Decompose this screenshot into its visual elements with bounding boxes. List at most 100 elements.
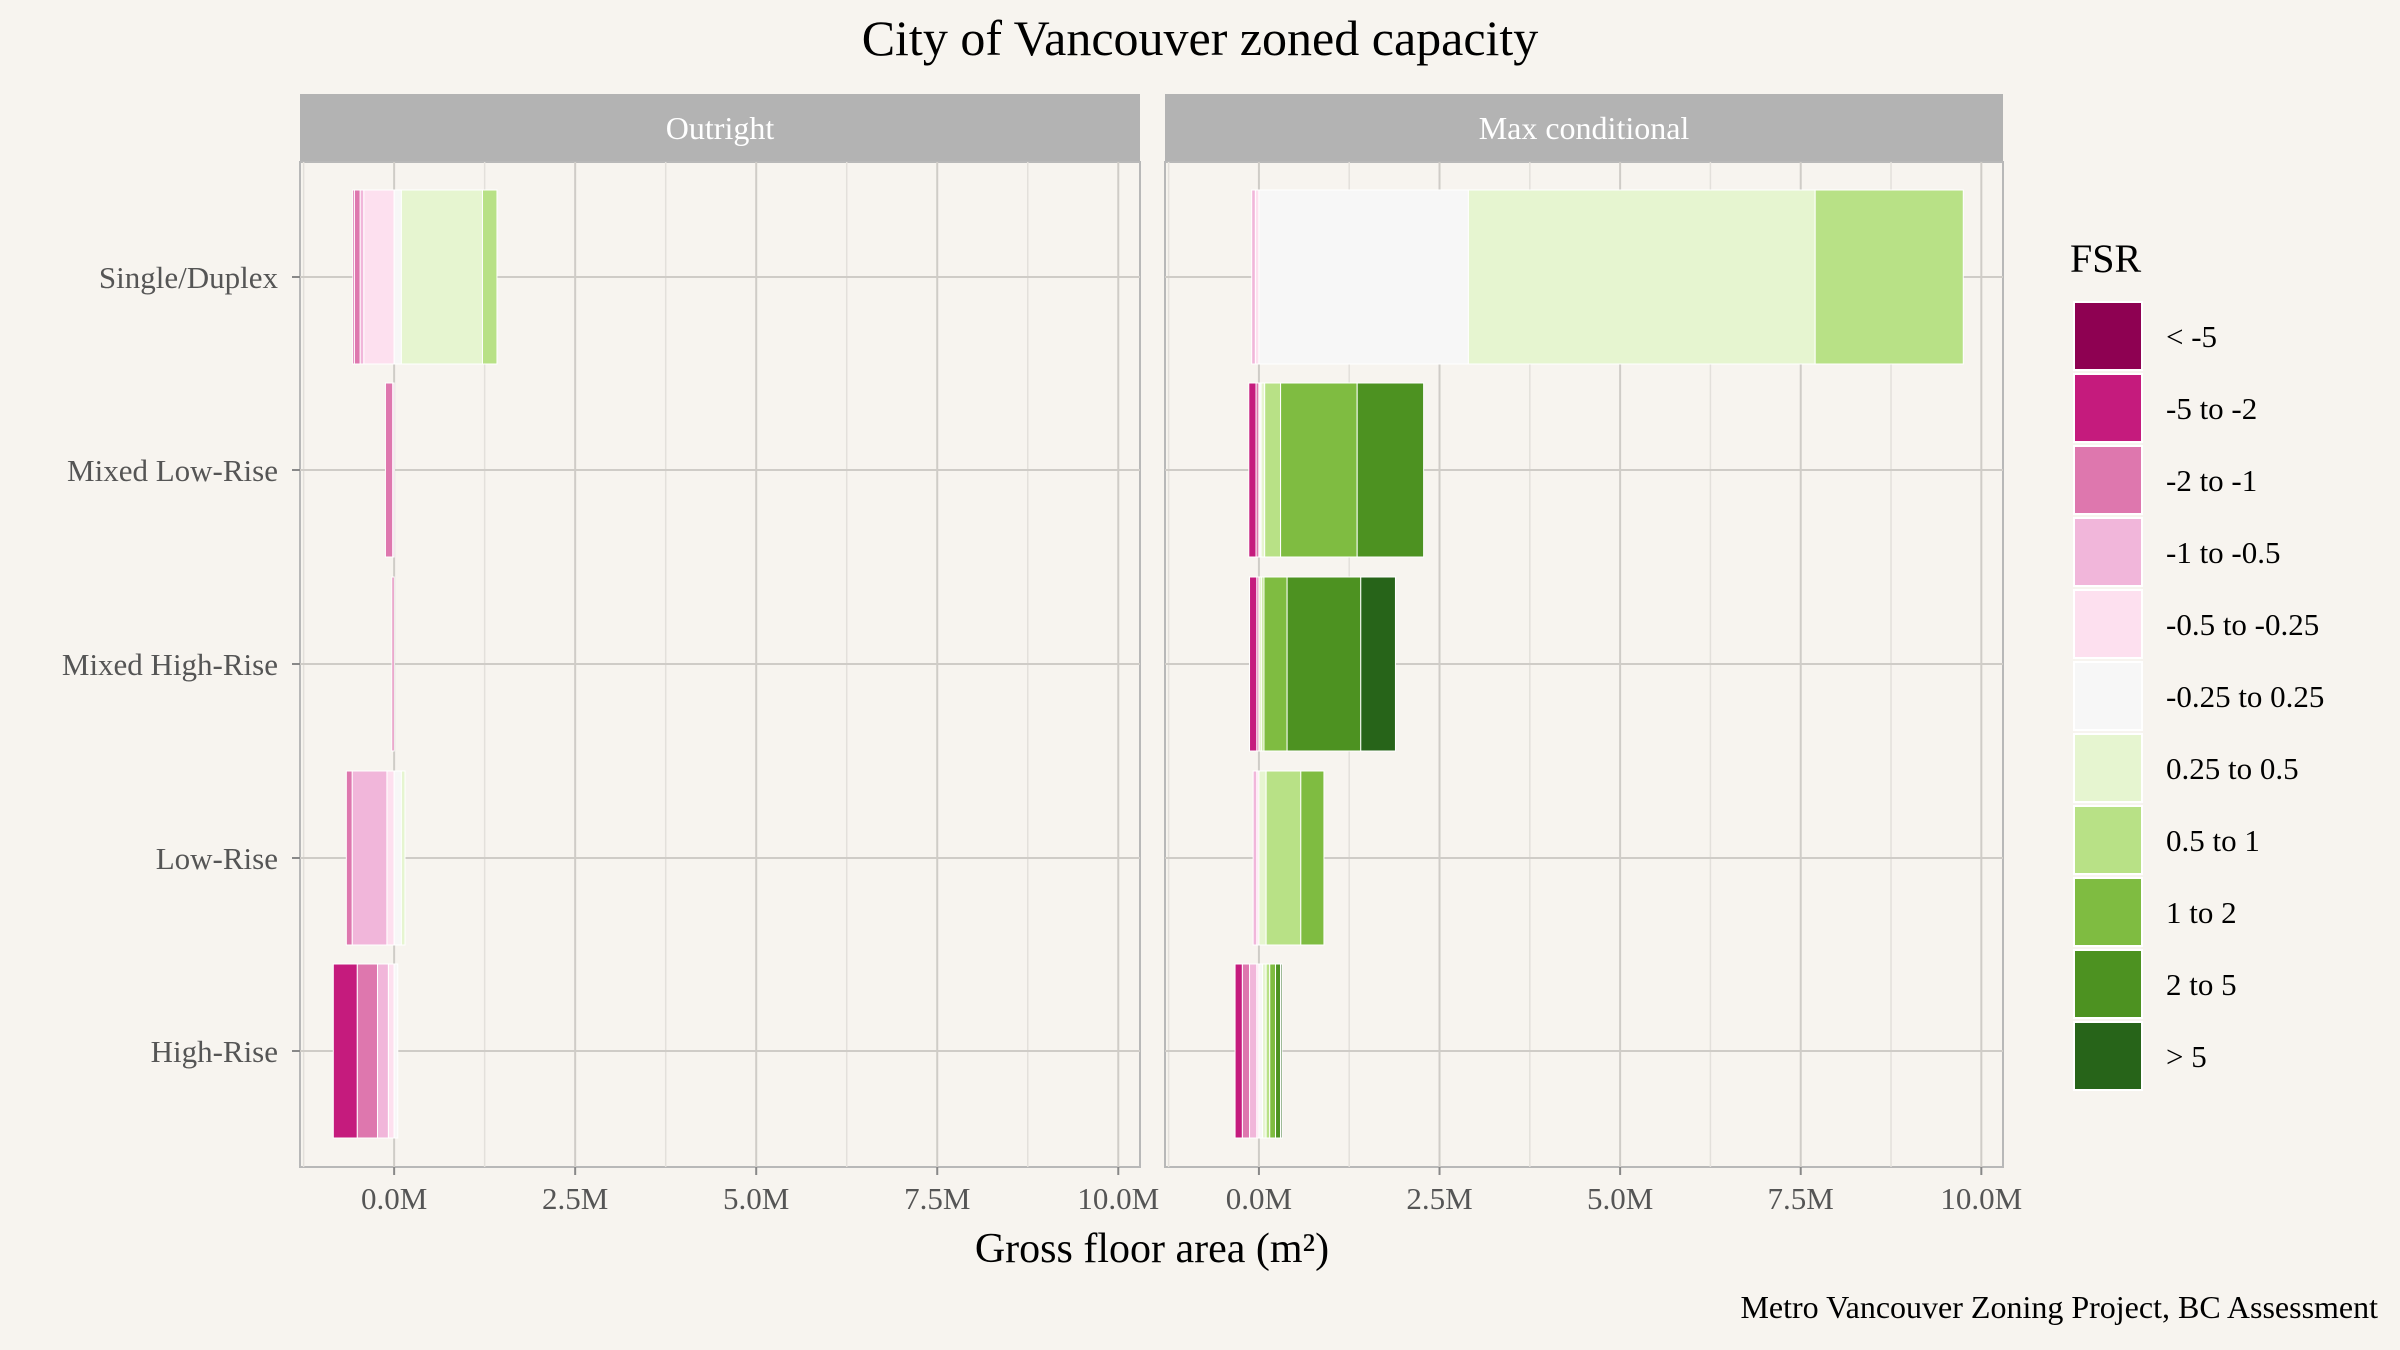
facet-label-outright: Outright [666, 110, 775, 146]
caption: Metro Vancouver Zoning Project, BC Asses… [1740, 1289, 2378, 1325]
y-tick-label-high-rise: High-Rise [151, 1034, 278, 1069]
x-tick-label: 10.0M [1940, 1181, 2022, 1216]
x-tick-label: 0.0M [1226, 1181, 1292, 1216]
legend-swatch-5-to-2 [2073, 373, 2143, 443]
legend-swatch-1-to-0-5 [2073, 517, 2143, 587]
bar-outright-low-rise-1-to-0-5 [351, 770, 388, 946]
bar-outright-single-duplex-0-5-to-1 [481, 189, 498, 365]
legend-label-0-5-to-1: 0.5 to 1 [2166, 823, 2260, 858]
bar-max-conditional-low-rise-1-to-2 [1300, 770, 1325, 946]
bar-max-conditional-mixed-high-rise-1-to-2 [1263, 576, 1288, 752]
bar-max-conditional-mixed-low-rise-5-to-2 [1248, 382, 1257, 558]
legend-label-0-5-to-0-25: -0.5 to -0.25 [2166, 607, 2319, 642]
x-tick-label: 2.5M [1406, 1181, 1472, 1216]
bar-max-conditional-mixed-low-rise-1-to-2 [1280, 382, 1358, 558]
legend-swatch-2-to-5 [2073, 949, 2143, 1019]
bar-max-conditional-high-rise-1-to-2 [1269, 963, 1277, 1139]
facet-max-conditional: Max conditional 0.0M 2.5M 5.0M 7.5M 10.0M [1164, 94, 2022, 1216]
bar-max-conditional-high-rise-5-to-2 [1234, 963, 1243, 1139]
y-tick-label-mixed-low-rise: Mixed Low-Rise [67, 453, 278, 488]
legend-label-0-25-to-0-25: -0.25 to 0.25 [2166, 679, 2324, 714]
bar-outright-high-rise-0-5-to-0-25 [387, 963, 395, 1139]
bars-outright [332, 189, 498, 1139]
x-tick-label: 0.0M [361, 1181, 427, 1216]
legend-swatch-0-25-to-0-25 [2073, 661, 2143, 731]
legend-label-2-to-5: 2 to 5 [2166, 967, 2237, 1002]
bar-outright-low-rise-0-25-to-0-25 [393, 770, 402, 946]
bar-max-conditional-mixed-high-rise-5-to-2 [1249, 576, 1258, 752]
x-ticks-outright: 0.0M 2.5M 5.0M 7.5M 10.0M [361, 1167, 1159, 1216]
bar-outright-high-rise-1-to-0-5 [376, 963, 389, 1139]
bar-max-conditional-mixed-high-rise-2-to-5 [1286, 576, 1362, 752]
bar-max-conditional-high-rise-2-to-5 [1275, 963, 1282, 1139]
bar-max-conditional-low-rise-0-25-to-0-5 [1258, 770, 1267, 946]
bar-outright-single-duplex-2-to-1 [353, 189, 361, 365]
y-tick-label-single-duplex: Single/Duplex [99, 260, 279, 295]
bar-max-conditional-high-rise-0-25-to-0-25 [1258, 963, 1264, 1139]
facet-strip-outright [300, 94, 1140, 162]
legend-swatch-0-5-to-1 [2073, 805, 2143, 875]
legend-label-0-25-to-0-5: 0.25 to 0.5 [2166, 751, 2299, 786]
x-tick-label: 5.0M [1587, 1181, 1653, 1216]
y-tick-label-mixed-high-rise: Mixed High-Rise [62, 647, 278, 682]
facet-label-max-conditional: Max conditional [1479, 110, 1690, 146]
x-tick-label: 5.0M [723, 1181, 789, 1216]
x-tick-label: 7.5M [904, 1181, 970, 1216]
legend-swatch-1-to-2 [2073, 877, 2143, 947]
bar-max-conditional-high-rise-1-to-0-5 [1249, 963, 1258, 1139]
legend-swatch-0-25-to-0-5 [2073, 733, 2143, 803]
bar-max-conditional-mixed-high-rise-5 [1360, 576, 1396, 752]
y-tick-label-low-rise: Low-Rise [156, 841, 278, 876]
legend-swatch-0-5-to-0-25 [2073, 589, 2143, 659]
facet-strip-max-conditional [1165, 94, 2003, 162]
chart-title: City of Vancouver zoned capacity [862, 10, 1539, 66]
legend-label-2-to-1: -2 to -1 [2166, 463, 2257, 498]
legend-swatch-2-to-1 [2073, 445, 2143, 515]
bar-max-conditional-low-rise-1-to-0-5 [1252, 770, 1258, 946]
bars-max-conditional [1234, 189, 1964, 1139]
bar-max-conditional-mixed-low-rise-0-5-to-1 [1264, 382, 1282, 558]
bar-outright-single-duplex-0-25-to-0-25 [393, 189, 402, 365]
bar-outright-high-rise-2-to-1 [356, 963, 378, 1139]
x-axis-title: Gross floor area (m²) [975, 1226, 1329, 1272]
bar-max-conditional-single-duplex-0-5-to-1 [1814, 189, 1964, 365]
bar-outright-single-duplex-0-25-to-0-5 [400, 189, 483, 365]
bar-outright-low-rise-0-25-to-0-5 [400, 770, 406, 946]
bar-outright-low-rise-0-5-to-0-25 [386, 770, 395, 946]
legend-label-5-to-2: -5 to -2 [2166, 391, 2257, 426]
bar-outright-high-rise-0-25-to-0-25 [393, 963, 399, 1139]
bar-max-conditional-single-duplex-1-to-0-5 [1251, 189, 1256, 365]
bar-max-conditional-high-rise-0-25-to-0-5 [1262, 963, 1267, 1139]
bar-max-conditional-mixed-low-rise-0-25-to-0-5 [1260, 382, 1266, 558]
bar-max-conditional-high-rise-5 [1280, 963, 1283, 1139]
bar-outright-low-rise-2-to-1 [345, 770, 353, 946]
bar-outright-high-rise-5-to-2 [332, 963, 358, 1139]
legend-items: < -5 -5 to -2 -2 to -1 -1 to -0.5 -0.5 to -0… [2073, 301, 2324, 1091]
bar-max-conditional-single-duplex-0-25-to-0-5 [1467, 189, 1816, 365]
x-ticks-max-conditional: 0.0M 2.5M 5.0M 7.5M 10.0M [1226, 1167, 2022, 1216]
bar-max-conditional-single-duplex-0-25-to-0-25 [1258, 189, 1469, 365]
legend-swatch-5 [2073, 301, 2143, 371]
bar-max-conditional-mixed-low-rise-2-to-5 [1356, 382, 1425, 558]
bar-outright-mixed-low-rise-2-to-1 [384, 382, 394, 558]
bar-max-conditional-high-rise-2-to-1 [1241, 963, 1251, 1139]
bar-max-conditional-single-duplex-0-5-to-0-25 [1254, 189, 1260, 365]
x-tick-label: 2.5M [542, 1181, 608, 1216]
x-tick-label: 10.0M [1077, 1181, 1159, 1216]
y-axis-labels: Single/Duplex Mixed Low-Rise Mixed High-Ri… [62, 260, 300, 1069]
bar-outright-mixed-high-rise-2-to-1 [391, 576, 395, 752]
legend-label-1-to-2: 1 to 2 [2166, 895, 2237, 930]
legend-label-5: > 5 [2166, 1039, 2207, 1074]
legend-swatch-5 [2073, 1021, 2143, 1091]
legend: FSR < -5 -5 to -2 -2 to -1 -1 to -0.5 -0.5 t… [2070, 236, 2324, 1091]
gridlines-outright [300, 162, 1140, 1167]
bar-outright-single-duplex-1-to-0-5 [359, 189, 365, 365]
bar-outright-single-duplex-0-5-to-0-25 [363, 189, 395, 365]
legend-title: FSR [2070, 236, 2141, 281]
facet-outright: Outright 0.0M 2.5M 5.0M 7.5M 10.0M [299, 94, 1159, 1216]
legend-label-5: < -5 [2166, 319, 2217, 354]
x-tick-label: 7.5M [1768, 1181, 1834, 1216]
legend-label-1-to-0-5: -1 to -0.5 [2166, 535, 2281, 570]
bar-max-conditional-low-rise-0-5-to-1 [1265, 770, 1302, 946]
